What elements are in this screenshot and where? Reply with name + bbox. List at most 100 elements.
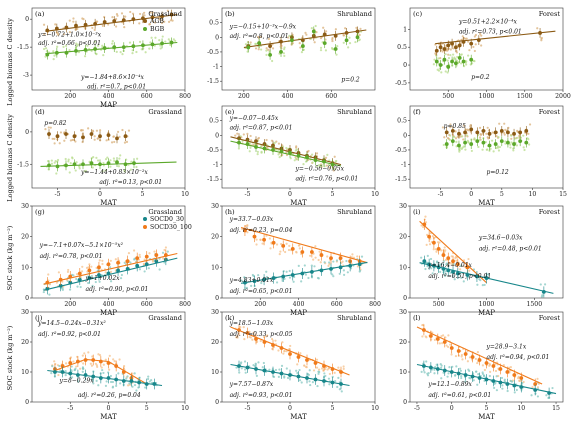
raw-point	[70, 365, 73, 368]
data-point	[91, 358, 96, 362]
x-tick-label: 600	[325, 93, 337, 100]
panel-label: (i)	[413, 208, 421, 216]
raw-point	[277, 375, 280, 379]
raw-point	[268, 368, 271, 371]
legend-marker	[143, 217, 147, 221]
raw-point	[472, 379, 475, 382]
data-point	[121, 18, 126, 23]
raw-point	[246, 224, 249, 228]
data-point	[309, 250, 314, 254]
raw-point	[285, 146, 288, 150]
raw-point	[101, 262, 104, 266]
data-point	[436, 247, 441, 251]
raw-point	[325, 30, 328, 33]
raw-point	[72, 20, 75, 23]
data-point	[422, 328, 426, 332]
data-point	[309, 270, 314, 274]
data-point	[296, 355, 301, 359]
data-point	[93, 21, 98, 26]
raw-point	[449, 48, 452, 51]
raw-point	[424, 215, 427, 218]
raw-point	[461, 135, 464, 138]
raw-point	[504, 142, 507, 145]
raw-point	[489, 370, 492, 373]
raw-point	[135, 50, 138, 54]
data-point	[64, 50, 69, 55]
raw-point	[104, 158, 108, 161]
data-point	[357, 262, 362, 267]
annotation: adj. r²=0.8, p<0.01	[230, 33, 289, 40]
raw-point	[275, 281, 279, 284]
raw-point	[295, 250, 298, 253]
raw-point	[79, 285, 82, 289]
raw-point	[112, 358, 115, 361]
raw-point	[477, 145, 480, 149]
raw-point	[106, 156, 109, 159]
raw-point	[311, 381, 314, 384]
raw-point	[124, 15, 127, 18]
x-tick-label: 0	[288, 191, 292, 198]
x-tick-label: 800	[179, 301, 191, 308]
raw-point	[297, 244, 301, 247]
raw-point	[138, 22, 141, 25]
raw-point	[481, 364, 485, 367]
raw-point	[261, 242, 264, 245]
raw-point	[454, 255, 458, 258]
x-tick-label: 800	[179, 93, 191, 100]
data-point	[141, 16, 145, 21]
data-point	[427, 234, 432, 239]
raw-point	[315, 358, 319, 361]
raw-point	[239, 326, 242, 329]
data-point	[47, 132, 51, 136]
raw-point	[473, 49, 476, 53]
data-point	[245, 142, 250, 146]
y-tick-label: 0.5	[397, 118, 407, 125]
raw-point	[64, 370, 67, 373]
raw-point	[464, 148, 467, 151]
raw-point	[455, 259, 458, 262]
raw-point	[74, 169, 77, 172]
raw-point	[356, 265, 359, 268]
raw-point	[335, 259, 339, 262]
raw-point	[551, 386, 554, 390]
raw-point	[325, 164, 329, 167]
y-tick-label: 0	[215, 132, 219, 139]
raw-point	[96, 365, 99, 368]
x-tick-label: 400	[103, 93, 115, 100]
y-tick-label: 0	[403, 62, 407, 69]
raw-point	[83, 352, 86, 355]
x-tick-label: 400	[293, 301, 305, 308]
data-point	[245, 331, 250, 335]
raw-point	[253, 334, 256, 337]
data-point	[262, 340, 267, 344]
data-point	[102, 46, 107, 50]
annotation: p=0.85	[444, 123, 466, 130]
raw-point	[147, 375, 150, 378]
raw-point	[93, 28, 96, 31]
raw-point	[112, 135, 115, 138]
raw-point	[161, 35, 164, 38]
legend-label: SOCD30_100	[150, 224, 192, 231]
x-tick-label: 10	[371, 191, 379, 198]
raw-point	[474, 357, 477, 361]
annotation: p=0.12	[487, 169, 509, 176]
raw-point	[160, 21, 164, 25]
raw-point	[490, 139, 494, 142]
raw-point	[44, 128, 47, 131]
raw-point	[150, 36, 153, 39]
raw-point	[57, 271, 60, 274]
raw-point	[433, 372, 436, 375]
raw-point	[333, 371, 336, 374]
x-tick-label: 0	[98, 191, 102, 198]
raw-point	[249, 336, 252, 339]
raw-point	[163, 20, 166, 23]
raw-point	[242, 133, 245, 136]
data-point	[436, 265, 441, 270]
raw-point	[465, 63, 468, 66]
x-tick-label: 15	[552, 405, 560, 412]
raw-point	[446, 345, 450, 349]
raw-point	[536, 377, 539, 380]
panel-f: -5 0 5 10 15 0.5 0 -0.5 -1 -1.5 (f) Forest MAT p=0.85…	[395, 105, 567, 207]
raw-point	[47, 126, 50, 129]
raw-point	[90, 274, 93, 278]
